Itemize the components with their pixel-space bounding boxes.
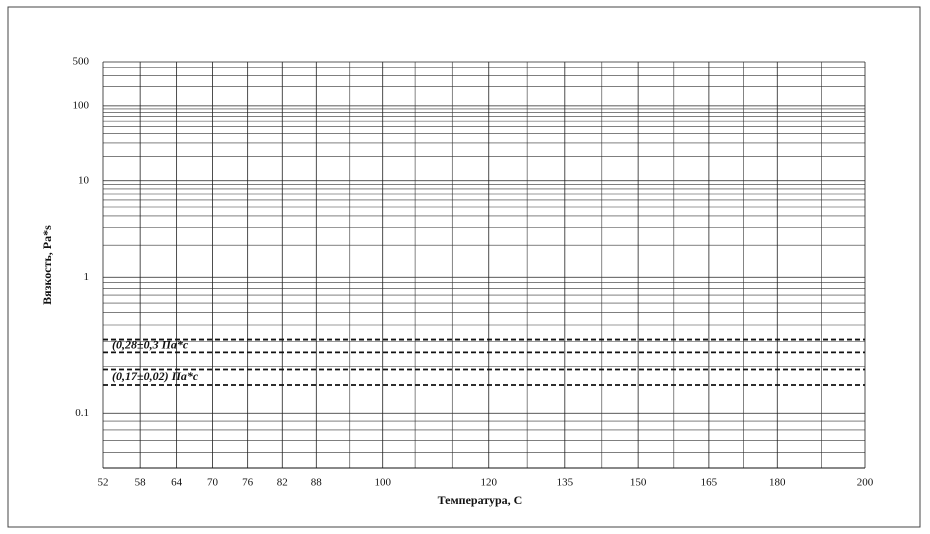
x-axis-title: Температура, С [438, 493, 523, 507]
reference-label: (0,17±0,02) Па*с [112, 369, 199, 383]
x-tick-label: 120 [481, 477, 498, 489]
y-axis-title: Вязкость, Pa*s [40, 225, 54, 305]
x-tick-label: 135 [557, 477, 574, 489]
x-tick-label: 200 [857, 477, 874, 489]
x-tick-label: 100 [374, 477, 391, 489]
x-tick-label: 150 [630, 477, 647, 489]
x-tick-label: 82 [277, 477, 288, 489]
reference-label: (0,28±0,3 Па*с [112, 338, 189, 352]
x-tick-label: 52 [98, 477, 109, 489]
x-tick-label: 88 [311, 477, 323, 489]
y-tick-label: 100 [73, 99, 90, 111]
y-tick-label: 1 [84, 271, 90, 283]
x-tick-label: 180 [769, 477, 786, 489]
frame [7, 6, 921, 528]
x-tick-label: 70 [207, 477, 219, 489]
x-tick-label: 58 [135, 477, 147, 489]
x-tick-label: 76 [242, 477, 254, 489]
x-tick-label: 165 [701, 477, 718, 489]
y-tick-label: 0.1 [75, 407, 89, 419]
y-tick-label: 10 [78, 174, 90, 186]
x-tick-label: 64 [171, 477, 183, 489]
y-tick-label: 500 [73, 56, 90, 68]
